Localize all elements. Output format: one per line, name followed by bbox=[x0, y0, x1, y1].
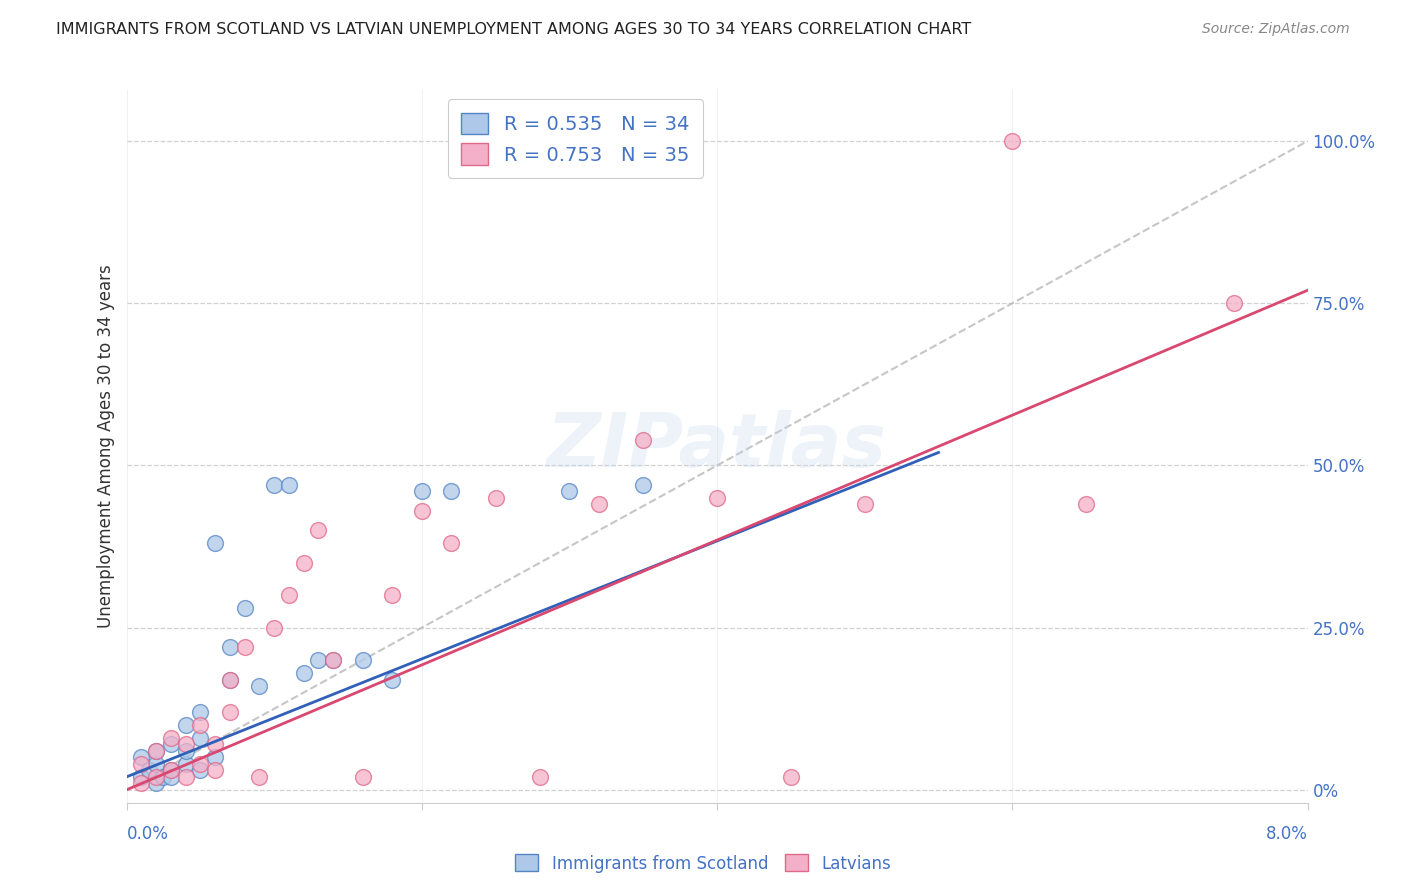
Point bbox=[307, 653, 329, 667]
Point bbox=[145, 744, 167, 758]
Point bbox=[204, 750, 226, 764]
Point bbox=[233, 640, 256, 654]
Point bbox=[174, 770, 197, 784]
Point bbox=[160, 764, 183, 778]
Point bbox=[263, 621, 285, 635]
Point bbox=[381, 588, 404, 602]
Point bbox=[307, 524, 329, 538]
Point bbox=[129, 776, 153, 790]
Point bbox=[152, 770, 174, 784]
Point bbox=[529, 770, 551, 784]
Point bbox=[484, 491, 508, 505]
Point bbox=[233, 601, 256, 615]
Text: 0.0%: 0.0% bbox=[127, 825, 169, 843]
Point bbox=[219, 673, 242, 687]
Point bbox=[129, 756, 153, 771]
Point bbox=[558, 484, 581, 499]
Point bbox=[160, 731, 183, 745]
Point bbox=[188, 756, 211, 771]
Point bbox=[145, 776, 167, 790]
Point bbox=[706, 491, 728, 505]
Point bbox=[322, 653, 344, 667]
Point bbox=[219, 705, 242, 719]
Text: IMMIGRANTS FROM SCOTLAND VS LATVIAN UNEMPLOYMENT AMONG AGES 30 TO 34 YEARS CORRE: IMMIGRANTS FROM SCOTLAND VS LATVIAN UNEM… bbox=[56, 22, 972, 37]
Text: ZIPatlas: ZIPatlas bbox=[547, 409, 887, 483]
Point bbox=[1076, 497, 1098, 511]
Point bbox=[204, 536, 226, 550]
Point bbox=[588, 497, 610, 511]
Point bbox=[853, 497, 876, 511]
Point bbox=[188, 718, 211, 732]
Point bbox=[292, 556, 315, 570]
Point bbox=[676, 134, 699, 148]
Point bbox=[160, 764, 183, 778]
Point bbox=[440, 536, 463, 550]
Point bbox=[278, 588, 301, 602]
Legend: R = 0.535   N = 34, R = 0.753   N = 35: R = 0.535 N = 34, R = 0.753 N = 35 bbox=[447, 99, 703, 178]
Point bbox=[188, 731, 211, 745]
Point bbox=[160, 738, 183, 752]
Point bbox=[219, 640, 242, 654]
Point bbox=[174, 744, 197, 758]
Text: Source: ZipAtlas.com: Source: ZipAtlas.com bbox=[1202, 22, 1350, 37]
Point bbox=[204, 738, 226, 752]
Point bbox=[247, 679, 270, 693]
Point bbox=[633, 433, 655, 447]
Point bbox=[188, 705, 211, 719]
Point bbox=[160, 770, 183, 784]
Point bbox=[219, 673, 242, 687]
Point bbox=[174, 738, 197, 752]
Point bbox=[174, 756, 197, 771]
Point bbox=[352, 653, 374, 667]
Legend: Immigrants from Scotland, Latvians: Immigrants from Scotland, Latvians bbox=[508, 847, 898, 880]
Point bbox=[779, 770, 801, 784]
Point bbox=[188, 764, 211, 778]
Point bbox=[263, 478, 285, 492]
Point bbox=[1001, 134, 1024, 148]
Point bbox=[440, 484, 463, 499]
Point bbox=[204, 764, 226, 778]
Point bbox=[352, 770, 374, 784]
Point bbox=[129, 770, 153, 784]
Point bbox=[322, 653, 344, 667]
Point bbox=[145, 770, 167, 784]
Point bbox=[129, 750, 153, 764]
Point bbox=[1222, 296, 1246, 310]
Point bbox=[278, 478, 301, 492]
Point bbox=[411, 484, 433, 499]
Point bbox=[145, 744, 167, 758]
Point bbox=[145, 756, 167, 771]
Y-axis label: Unemployment Among Ages 30 to 34 years: Unemployment Among Ages 30 to 34 years bbox=[97, 264, 115, 628]
Point bbox=[411, 504, 433, 518]
Text: 8.0%: 8.0% bbox=[1265, 825, 1308, 843]
Point bbox=[174, 718, 197, 732]
Point bbox=[138, 764, 160, 778]
Point bbox=[292, 666, 315, 681]
Point bbox=[247, 770, 270, 784]
Point bbox=[381, 673, 404, 687]
Point bbox=[633, 478, 655, 492]
